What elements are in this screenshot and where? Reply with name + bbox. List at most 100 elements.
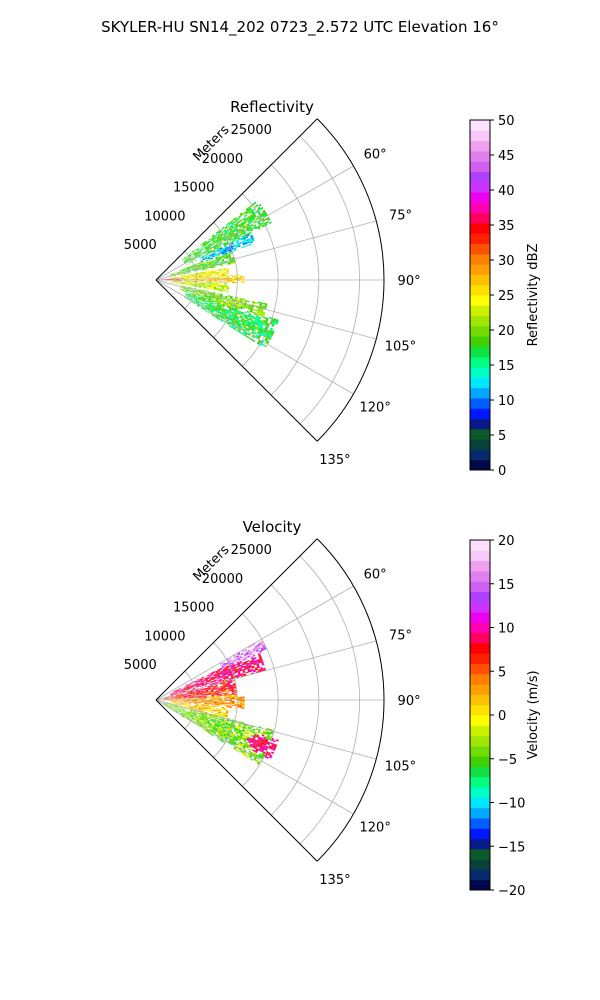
- radar-gate: [186, 281, 189, 282]
- radar-gate: [187, 289, 190, 291]
- colorbar-tick-label: 5: [498, 429, 506, 444]
- radar-gate: [250, 308, 254, 311]
- radar-gate: [240, 732, 244, 735]
- radar-gate: [260, 666, 263, 670]
- radar-gate: [226, 229, 230, 233]
- radar-gate: [231, 256, 235, 259]
- radar-gate: [221, 305, 225, 308]
- radar-gate: [237, 217, 241, 221]
- radar-gate: [207, 677, 211, 680]
- radar-gate: [242, 298, 246, 301]
- radar-gate: [219, 698, 222, 700]
- radar-gate: [250, 229, 254, 232]
- radar-gate: [243, 749, 247, 752]
- radar-gate: [227, 246, 231, 249]
- radar-gate: [188, 294, 191, 297]
- radar-gate: [261, 661, 264, 665]
- radar-gate: [202, 719, 206, 722]
- radar-gate: [216, 704, 220, 706]
- radar-gate: [206, 256, 210, 258]
- radar-gate: [201, 273, 204, 275]
- radar-gate: [247, 327, 251, 330]
- radar-gate: [198, 694, 202, 696]
- radar-gate: [213, 236, 216, 240]
- radar-gate: [253, 734, 257, 737]
- radar-gate: [175, 273, 178, 275]
- radar-gate: [224, 704, 227, 706]
- radar-gate: [204, 301, 208, 303]
- radar-gate: [245, 664, 249, 667]
- radar-gate: [227, 674, 231, 677]
- radar-gate: [220, 301, 224, 303]
- radar-gate: [226, 733, 230, 736]
- radar-gate: [193, 274, 197, 276]
- radar-gate: [258, 669, 261, 672]
- radar-gate: [169, 706, 173, 708]
- radar-gate: [186, 293, 189, 295]
- radar-gate: [245, 651, 249, 654]
- radar-gate: [211, 253, 214, 256]
- radar-gate: [197, 304, 200, 307]
- radar-gate: [236, 302, 239, 305]
- radar-gate: [219, 702, 222, 704]
- radar-gate: [231, 697, 235, 700]
- radar-gate: [223, 308, 227, 311]
- radar-gate: [246, 223, 250, 226]
- radar-gate: [197, 679, 200, 682]
- radar-gate: [211, 690, 214, 693]
- radar-gate: [244, 667, 248, 670]
- radar-gate: [193, 287, 196, 289]
- radar-gate: [217, 238, 221, 241]
- radar-gate: [179, 690, 183, 692]
- colorbar-swatch: [470, 684, 490, 695]
- radar-gate: [190, 682, 193, 685]
- radar-gate: [219, 247, 223, 250]
- radar-gate: [212, 239, 215, 242]
- radar-gate: [162, 703, 166, 705]
- radar-gate: [202, 300, 205, 303]
- radar-gate: [251, 325, 255, 329]
- radar-gate: [186, 711, 190, 713]
- radar-gate: [231, 734, 235, 737]
- radar-gate: [261, 754, 265, 757]
- radar-gate: [253, 326, 257, 330]
- radar-gate: [234, 275, 238, 277]
- radar-gate: [208, 270, 212, 272]
- radar-gate: [209, 282, 212, 284]
- radar-gate: [253, 670, 256, 673]
- radar-gate: [221, 273, 225, 275]
- radar-gate: [258, 339, 262, 343]
- radar-gate: [193, 275, 197, 277]
- radar-gate: [220, 735, 223, 738]
- radar-gate: [186, 291, 190, 294]
- radar-gate: [213, 709, 217, 711]
- radar-gate: [234, 657, 238, 660]
- radar-gate: [229, 703, 232, 705]
- radar-gate: [196, 292, 200, 295]
- radar-gate: [198, 692, 202, 694]
- radar-gate: [186, 687, 190, 690]
- radar-gate: [240, 320, 243, 323]
- radar-gate: [234, 694, 237, 696]
- radar-gate: [212, 250, 216, 252]
- radar-gate: [224, 719, 227, 721]
- radar-gate: [234, 274, 237, 276]
- radar-gate: [221, 727, 224, 730]
- radar-gate: [198, 285, 202, 287]
- radar-gate: [183, 702, 187, 704]
- radar-gate: [225, 712, 229, 714]
- radar-gate: [255, 217, 259, 221]
- radar-gate: [196, 703, 199, 705]
- radar-gate: [196, 281, 200, 282]
- radar-gate: [192, 722, 196, 724]
- radar-gate: [239, 277, 243, 279]
- radar-gate: [234, 307, 238, 310]
- radar-gate: [242, 243, 246, 246]
- radar-gate: [230, 326, 234, 329]
- radar-gate: [246, 323, 250, 326]
- radar-gate: [216, 306, 219, 308]
- radar-gate: [239, 241, 243, 244]
- radar-gate: [191, 282, 194, 283]
- radar-gate: [210, 690, 214, 692]
- radar-gate: [188, 281, 192, 283]
